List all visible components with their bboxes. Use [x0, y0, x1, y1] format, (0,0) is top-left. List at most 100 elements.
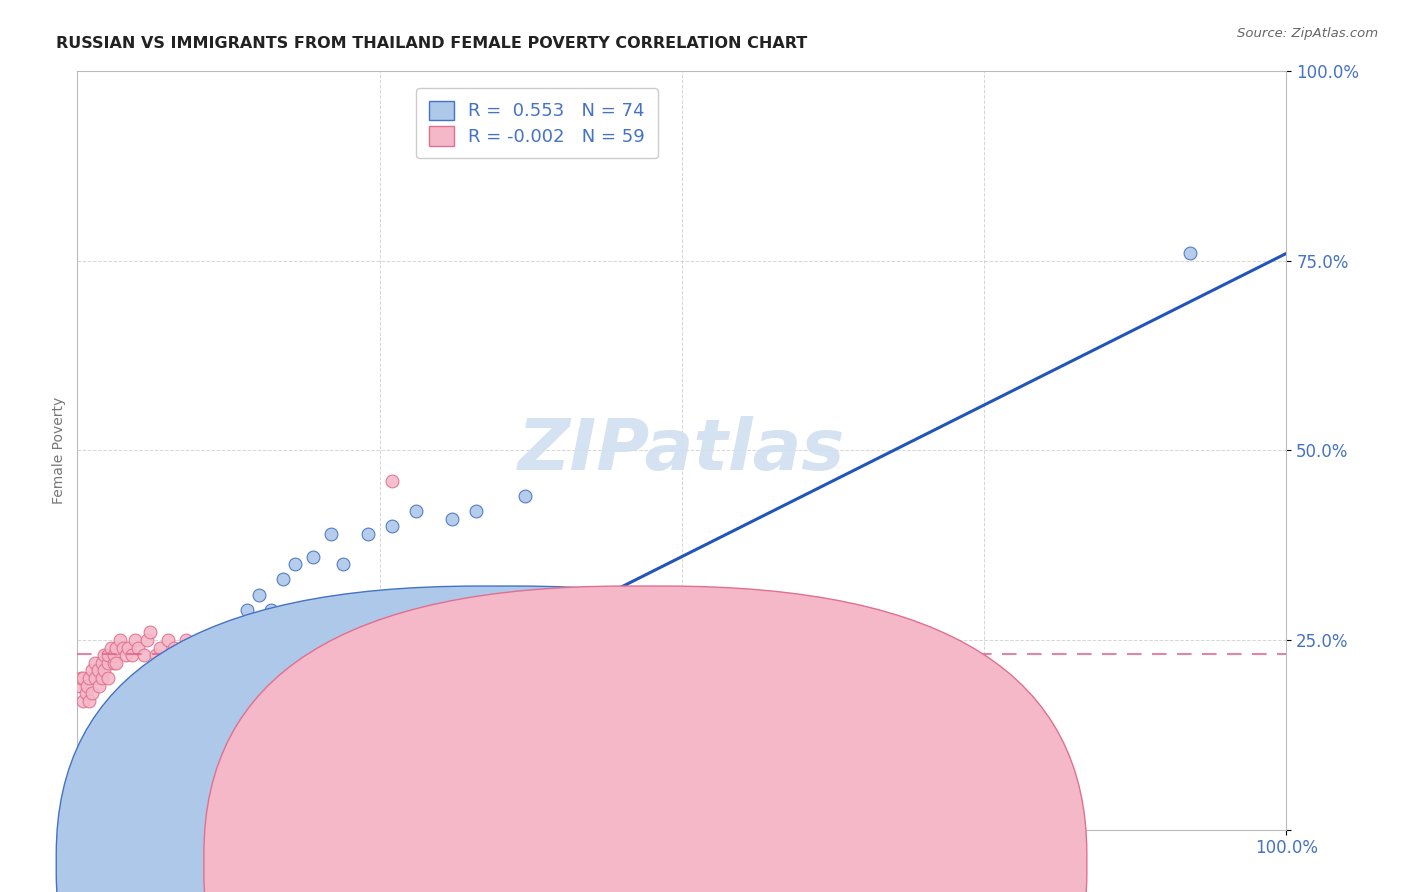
Point	[247, 640, 270, 655]
Legend: R =  0.553   N = 74, R = -0.002   N = 59: R = 0.553 N = 74, R = -0.002 N = 59	[416, 88, 658, 159]
Point	[157, 633, 180, 648]
Point	[127, 686, 149, 700]
Point	[169, 671, 191, 685]
Point	[235, 648, 257, 662]
Point	[235, 603, 257, 617]
Point	[132, 678, 155, 692]
Point	[87, 664, 110, 678]
Point	[193, 664, 215, 678]
Point	[103, 777, 125, 791]
Point	[105, 656, 128, 670]
Point	[108, 762, 131, 776]
Point	[121, 716, 143, 731]
Point	[96, 671, 118, 685]
Point	[112, 724, 135, 739]
Point	[181, 640, 204, 655]
Point	[76, 785, 98, 799]
Point	[290, 648, 312, 662]
Point	[114, 731, 136, 746]
Point	[200, 656, 222, 670]
Point	[80, 664, 103, 678]
Point	[90, 656, 112, 670]
Point	[224, 617, 246, 632]
Point	[105, 755, 128, 769]
Point	[96, 777, 118, 791]
Point	[69, 678, 91, 692]
Point	[96, 648, 118, 662]
Point	[211, 633, 233, 648]
Text: ZIPatlas: ZIPatlas	[519, 416, 845, 485]
Point	[302, 640, 325, 655]
Point	[321, 526, 343, 541]
Point	[90, 777, 112, 791]
Point	[169, 648, 191, 662]
Point	[93, 664, 115, 678]
Point	[211, 640, 233, 655]
Point	[356, 526, 378, 541]
Point	[889, 694, 911, 708]
Point	[79, 671, 101, 685]
Point	[247, 588, 270, 602]
Point	[70, 671, 93, 685]
Point	[271, 573, 294, 587]
Point	[117, 708, 139, 723]
Point	[76, 678, 98, 692]
Point	[72, 671, 94, 685]
Point	[174, 633, 197, 648]
Point	[132, 648, 155, 662]
Point	[112, 739, 135, 753]
Point	[87, 762, 110, 776]
Point	[145, 678, 167, 692]
Point	[84, 769, 107, 784]
Point	[332, 557, 354, 572]
Point	[84, 671, 107, 685]
Point	[108, 731, 131, 746]
Point	[127, 640, 149, 655]
Point	[284, 557, 307, 572]
Text: Russians: Russians	[526, 854, 599, 871]
Point	[93, 747, 115, 761]
Point	[124, 633, 146, 648]
Point	[141, 701, 163, 715]
Point	[148, 694, 170, 708]
Point	[103, 648, 125, 662]
Point	[163, 678, 186, 692]
Point	[160, 671, 183, 685]
Point	[513, 489, 536, 503]
Point	[145, 648, 167, 662]
Point	[103, 762, 125, 776]
Point	[84, 656, 107, 670]
Point	[121, 701, 143, 715]
Point	[90, 671, 112, 685]
Point	[139, 625, 162, 640]
Point	[181, 671, 204, 685]
Point	[187, 671, 209, 685]
Point	[150, 656, 173, 670]
Point	[100, 769, 122, 784]
Point	[103, 656, 125, 670]
Point	[103, 747, 125, 761]
Point	[153, 686, 176, 700]
Point	[79, 694, 101, 708]
Point	[117, 640, 139, 655]
Point	[381, 519, 404, 533]
Point	[100, 640, 122, 655]
Point	[79, 777, 101, 791]
Point	[200, 648, 222, 662]
Point	[150, 671, 173, 685]
Point	[356, 640, 378, 655]
Point	[441, 512, 464, 526]
Point	[93, 769, 115, 784]
Point	[121, 648, 143, 662]
Point	[163, 640, 186, 655]
Point	[465, 504, 488, 518]
Point	[260, 603, 283, 617]
Point	[136, 633, 159, 648]
Point	[405, 504, 427, 518]
Point	[174, 686, 197, 700]
Point	[127, 701, 149, 715]
Point	[136, 671, 159, 685]
Text: RUSSIAN VS IMMIGRANTS FROM THAILAND FEMALE POVERTY CORRELATION CHART: RUSSIAN VS IMMIGRANTS FROM THAILAND FEMA…	[56, 36, 807, 51]
Text: Source: ZipAtlas.com: Source: ZipAtlas.com	[1237, 27, 1378, 40]
Point	[84, 785, 107, 799]
